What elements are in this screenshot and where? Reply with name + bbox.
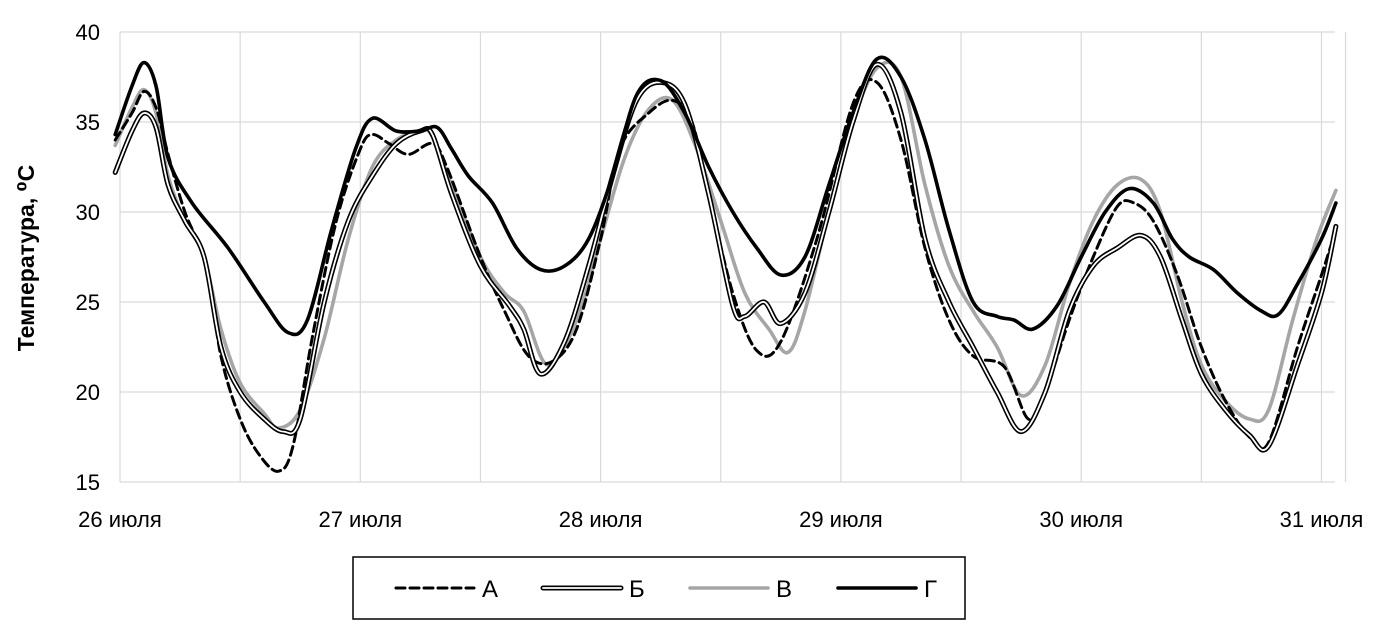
x-tick-label: 28 июля [559, 507, 643, 532]
legend-label: Г [924, 576, 937, 603]
y-tick-label: 35 [76, 110, 100, 135]
x-tick-label: 26 июля [78, 507, 162, 532]
x-axis-ticks: 26 июля 27 июля 28 июля 29 июля 30 июля 31 ию… [78, 507, 1363, 532]
y-tick-label: 15 [76, 470, 100, 495]
y-axis-ticks: 15 20 25 30 35 40 [76, 20, 100, 495]
series-4 [113, 55, 1338, 337]
series-2 [112, 61, 1339, 453]
series-layer [112, 55, 1339, 473]
legend: А Б В Г [352, 556, 966, 620]
series-line-4 [113, 55, 1338, 337]
legend-label: В [776, 576, 792, 603]
y-axis-title: Температура, ⁰С [13, 165, 39, 352]
legend-item: Г [836, 576, 937, 603]
y-tick-label: 20 [76, 380, 100, 405]
y-tick-label: 25 [76, 290, 100, 315]
legend-label: А [482, 576, 498, 603]
legend-label: Б [629, 576, 645, 603]
y-tick-label: 40 [76, 20, 100, 45]
x-tick-label: 31 июля [1280, 507, 1364, 532]
y-tick-label: 30 [76, 200, 100, 225]
legend-item: Б [540, 576, 645, 603]
x-tick-label: 30 июля [1039, 507, 1123, 532]
x-tick-label: 27 июля [318, 507, 402, 532]
legend-item: В [688, 576, 792, 603]
gridlines [119, 31, 1347, 483]
series-line-2-inner [114, 63, 1337, 451]
legend-item: А [394, 576, 498, 603]
x-tick-label: 29 июля [799, 507, 883, 532]
